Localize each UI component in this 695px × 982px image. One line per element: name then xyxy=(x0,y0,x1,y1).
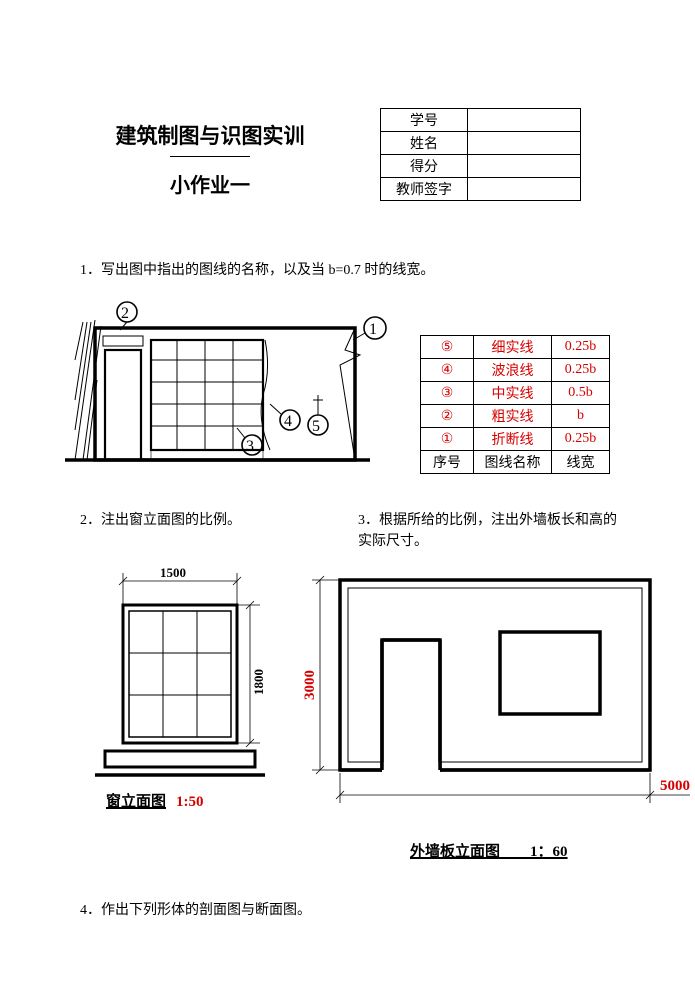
title-main: 建筑制图与识图实训 xyxy=(95,120,325,150)
q1-diagram: 2 1 3 4 5 xyxy=(65,300,395,475)
hdr-width: 线宽 xyxy=(552,451,610,474)
ans-num: ⑤ xyxy=(421,336,474,359)
info-value xyxy=(468,155,581,178)
title-block: 建筑制图与识图实训 小作业一 xyxy=(95,120,325,198)
q2-dim-h: 1800 xyxy=(251,669,266,695)
info-row: 姓名 xyxy=(381,132,581,155)
q2-ratio: 1:50 xyxy=(176,794,204,810)
table-row: ④波浪线0.25b xyxy=(421,359,610,382)
q3-caption: 外墙板立面图 1：60 xyxy=(410,840,568,861)
info-table: 学号 姓名 得分 教师签字 xyxy=(380,108,581,201)
q3-prompt: 3．根据所给的比例，注出外墙板长和高的实际尺寸。 xyxy=(358,510,618,552)
q4-prompt: 4．作出下列形体的剖面图与断面图。 xyxy=(80,900,311,921)
ans-width: 0.25b xyxy=(552,336,610,359)
info-label: 姓名 xyxy=(381,132,468,155)
hdr-num: 序号 xyxy=(421,451,474,474)
q2-prompt: 2．注出窗立面图的比例。 xyxy=(80,510,241,531)
ans-width: 0.25b xyxy=(552,428,610,451)
ans-num: ② xyxy=(421,405,474,428)
title-sub: 小作业一 xyxy=(95,169,325,198)
info-label: 得分 xyxy=(381,155,468,178)
q3-caption-text: 外墙板立面图 xyxy=(410,844,500,860)
table-row: ①折断线0.25b xyxy=(421,428,610,451)
info-label: 教师签字 xyxy=(381,178,468,201)
title-rule xyxy=(170,156,250,157)
callout-5: 5 xyxy=(312,418,320,435)
info-row: 学号 xyxy=(381,109,581,132)
callout-1: 1 xyxy=(369,321,377,338)
callout-4: 4 xyxy=(284,413,292,430)
q1-answer-table: ⑤细实线0.25b ④波浪线0.25b ③中实线0.5b ②粗实线b ①折断线0… xyxy=(420,335,610,474)
ans-num: ③ xyxy=(421,382,474,405)
q1-prompt: 1．写出图中指出的图线的名称，以及当 b=0.7 时的线宽。 xyxy=(80,260,434,281)
ans-name: 波浪线 xyxy=(474,359,552,382)
ans-width: 0.5b xyxy=(552,382,610,405)
q2-caption-text: 窗立面图 xyxy=(106,794,166,810)
q3-dim-w: 5000 xyxy=(660,778,690,794)
q2-caption: 窗立面图 1:50 xyxy=(106,790,204,811)
callout-3: 3 xyxy=(246,438,254,455)
hdr-name: 图线名称 xyxy=(474,451,552,474)
info-value xyxy=(468,132,581,155)
q3-ratio: 1：60 xyxy=(530,844,568,860)
ans-name: 粗实线 xyxy=(474,405,552,428)
ans-name: 中实线 xyxy=(474,382,552,405)
info-value xyxy=(468,178,581,201)
info-value xyxy=(468,109,581,132)
q2-diagram: 1500 1800 xyxy=(65,565,285,805)
ans-num: ④ xyxy=(421,359,474,382)
ans-name: 折断线 xyxy=(474,428,552,451)
ans-name: 细实线 xyxy=(474,336,552,359)
table-row: ②粗实线b xyxy=(421,405,610,428)
ans-width: b xyxy=(552,405,610,428)
q2-dim-w: 1500 xyxy=(160,565,186,580)
info-row: 得分 xyxy=(381,155,581,178)
q3-diagram: 3000 5000 xyxy=(290,570,695,860)
callout-2: 2 xyxy=(121,305,129,322)
info-row: 教师签字 xyxy=(381,178,581,201)
table-row: ③中实线0.5b xyxy=(421,382,610,405)
table-header-row: 序号图线名称线宽 xyxy=(421,451,610,474)
q3-dim-h: 3000 xyxy=(302,670,318,700)
info-label: 学号 xyxy=(381,109,468,132)
ans-width: 0.25b xyxy=(552,359,610,382)
table-row: ⑤细实线0.25b xyxy=(421,336,610,359)
ans-num: ① xyxy=(421,428,474,451)
